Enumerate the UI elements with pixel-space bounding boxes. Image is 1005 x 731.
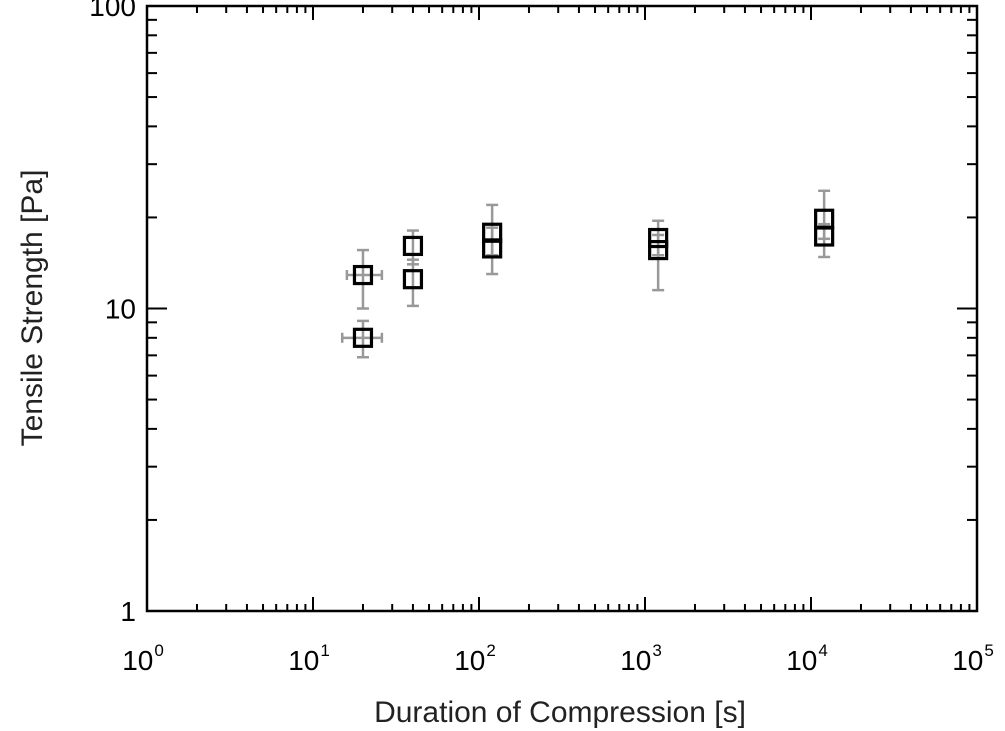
y-axis-title: Tensile Strength [Pa] [16, 170, 49, 447]
x-tick-label-base: 10 [952, 645, 983, 676]
x-tick-label: 103 [620, 641, 662, 676]
data-markers [352, 208, 835, 348]
x-tick-label: 102 [454, 641, 496, 676]
error-bars [340, 189, 831, 359]
axis-ticks [146, 5, 978, 612]
plot-frame [145, 4, 979, 613]
x-tick-labels: 100 101 102 103 104 105 [122, 641, 994, 676]
x-tick-label: 101 [288, 641, 330, 676]
x-tick-label: 104 [786, 641, 828, 676]
data-point-marker [814, 208, 835, 229]
data-point-marker [648, 239, 669, 261]
x-tick-label-exponent: 4 [818, 641, 827, 660]
y-tick-label: 10 [105, 294, 136, 325]
x-tick-label-base: 10 [620, 645, 651, 676]
x-tick-label-base: 10 [288, 645, 319, 676]
data-point-marker [482, 222, 503, 243]
x-tick-label-base: 10 [122, 645, 153, 676]
y-tick-label: 1 [120, 596, 136, 627]
plot-border [145, 4, 979, 613]
x-tick-label-exponent: 5 [984, 641, 993, 660]
data-point-marker [352, 327, 374, 348]
data-point-marker [352, 264, 374, 286]
x-tick-label-base: 10 [786, 645, 817, 676]
x-tick-label-exponent: 2 [486, 641, 495, 660]
x-tick-label-exponent: 3 [652, 641, 661, 660]
x-axis-title: Duration of Compression [s] [374, 696, 746, 729]
data-point-marker [648, 227, 669, 249]
x-tick-label-base: 10 [454, 645, 485, 676]
data-point-marker [402, 269, 424, 290]
x-tick-label: 105 [952, 641, 994, 676]
x-tick-label-exponent: 0 [154, 641, 163, 660]
x-tick-label: 100 [122, 641, 164, 676]
x-tick-label-exponent: 1 [320, 641, 329, 660]
y-tick-label: 100 [89, 0, 136, 22]
y-tick-labels: 1 10 100 [89, 0, 136, 627]
data-point-marker [402, 235, 424, 257]
